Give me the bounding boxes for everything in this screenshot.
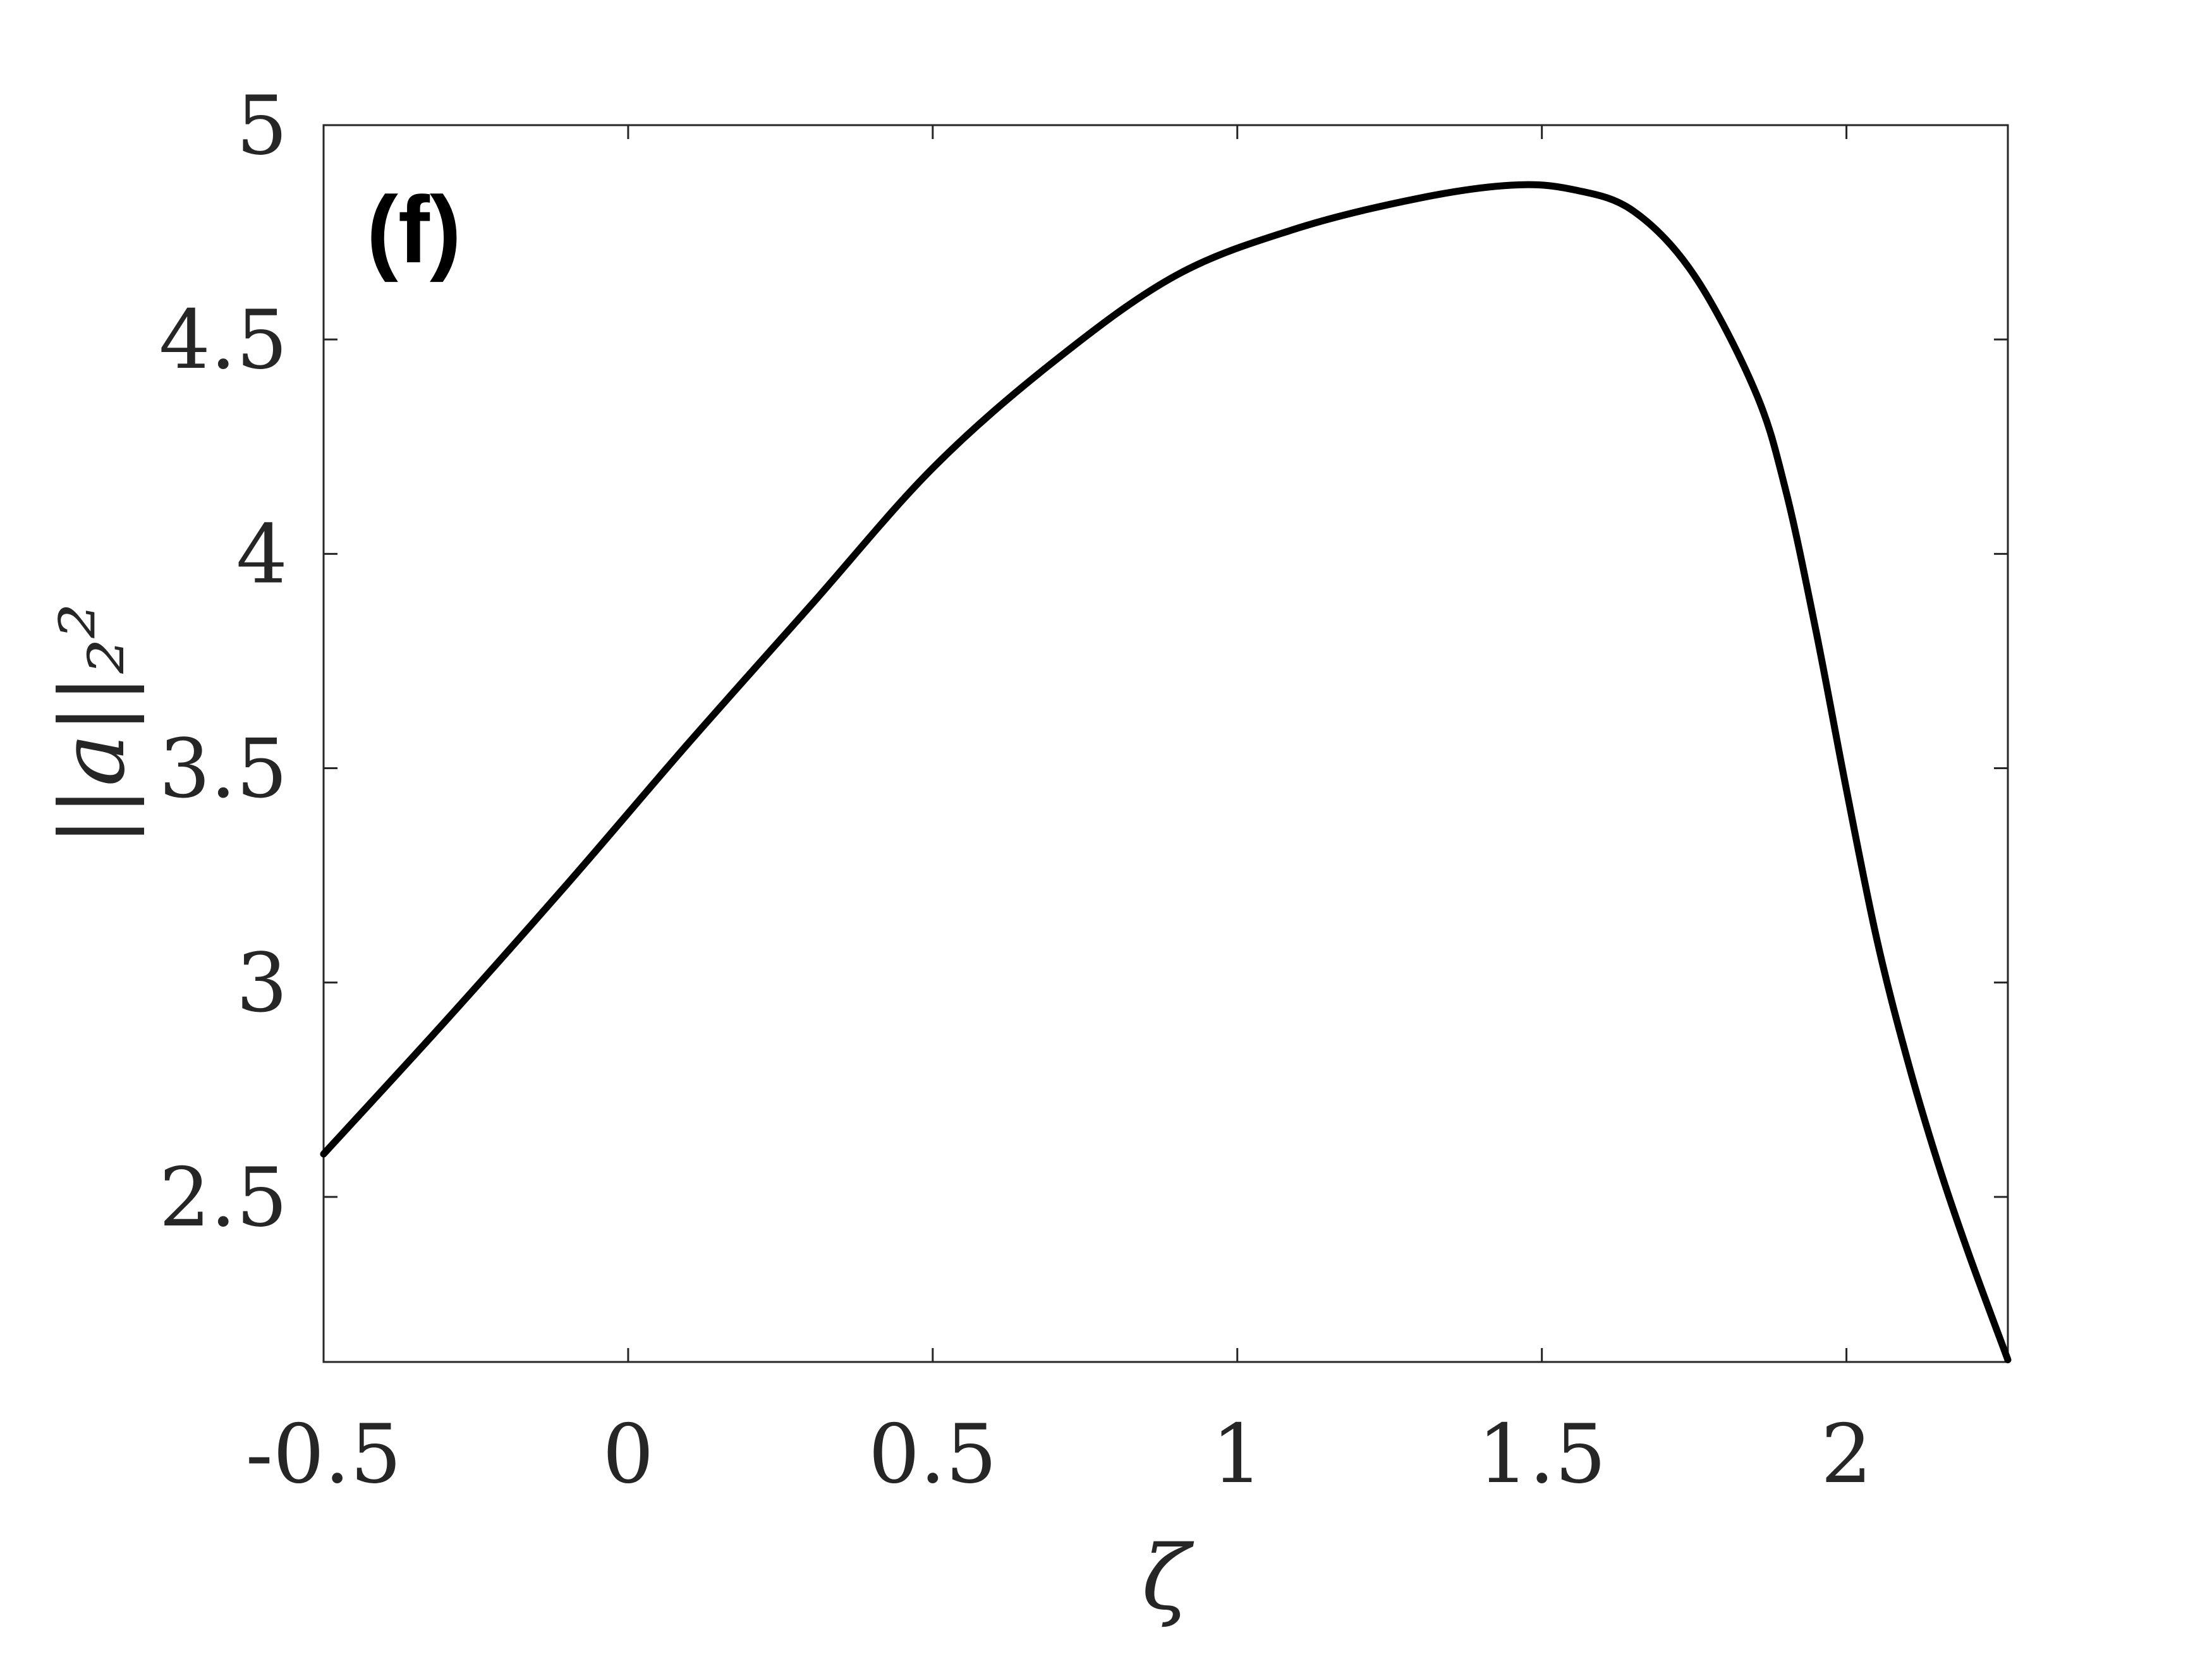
y-tick-label: 4.5	[159, 293, 288, 387]
data-line	[320, 181, 2012, 1364]
y-tick-label: 4	[236, 507, 288, 602]
y-tick-label: 2.5	[159, 1151, 288, 1245]
x-tick-label: -0.5	[246, 1407, 402, 1502]
panel-label: (f)	[367, 176, 461, 283]
axes-box	[322, 124, 2009, 1363]
x-tick-label: 1	[1212, 1407, 1263, 1502]
y-tick-label: 3	[236, 937, 288, 1031]
x-tick-label: 1.5	[1478, 1407, 1607, 1502]
x-axis-label: ζ	[1142, 1527, 1194, 1630]
plot-area: -0.5 0 0.5 1 1.5 2 2.5 3 3.5 4 4.5 5	[159, 79, 2012, 1502]
x-tick-label: 0	[602, 1407, 653, 1502]
x-tick-label: 2	[1821, 1407, 1872, 1502]
y-axis-label: ||a||₂²	[42, 603, 145, 846]
x-tick-label: 0.5	[868, 1407, 997, 1502]
y-tick-label: 5	[236, 79, 288, 173]
y-tick-label: 3.5	[159, 722, 288, 817]
